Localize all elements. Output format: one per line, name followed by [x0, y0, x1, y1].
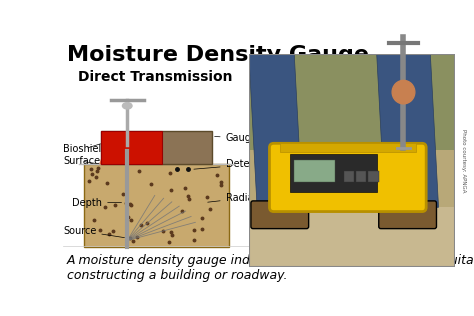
Text: Moisture Density Gauge: Moisture Density Gauge [66, 45, 369, 65]
Bar [84, 164, 229, 247]
Circle shape [392, 80, 415, 104]
Text: Surface: Surface [63, 156, 100, 166]
Circle shape [122, 103, 132, 109]
Bar [280, 143, 416, 152]
Bar [368, 171, 379, 182]
Bar [101, 131, 212, 164]
Text: Depth: Depth [72, 198, 121, 208]
Bar [249, 54, 455, 150]
Text: Gauge: Gauge [215, 133, 257, 143]
Text: A moisture density gauge indicates whether a foundation is suitable for
construc: A moisture density gauge indicates wheth… [66, 254, 474, 283]
Text: Bioshield: Bioshield [63, 144, 107, 154]
Wedge shape [100, 146, 155, 164]
Text: Direct Transmission: Direct Transmission [78, 70, 232, 83]
Text: Photo courtesy: APNGA: Photo courtesy: APNGA [461, 129, 466, 192]
Text: Radiation: Radiation [208, 192, 272, 203]
FancyBboxPatch shape [251, 201, 309, 229]
Bar [290, 154, 377, 192]
Polygon shape [249, 54, 302, 207]
Bar [344, 171, 354, 182]
Bar [294, 161, 336, 182]
Bar [356, 171, 366, 182]
FancyBboxPatch shape [379, 201, 437, 229]
Polygon shape [377, 54, 438, 207]
FancyBboxPatch shape [269, 143, 426, 212]
Bar [249, 207, 455, 267]
Text: Detectors: Detectors [194, 160, 273, 169]
Text: Source: Source [63, 226, 125, 238]
Polygon shape [101, 131, 162, 164]
